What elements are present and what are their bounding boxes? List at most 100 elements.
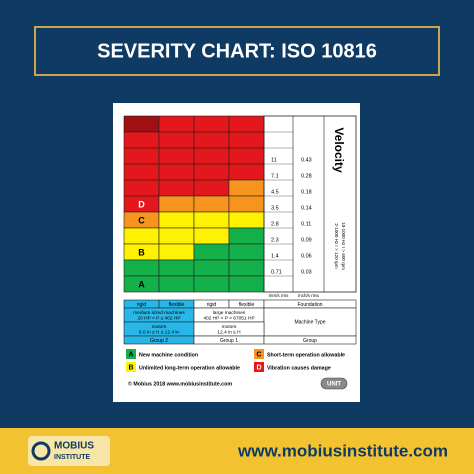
zone-cell	[193, 243, 230, 261]
in-s-value: 0.06	[301, 253, 312, 259]
zone-cell	[158, 243, 195, 261]
group-cell	[263, 335, 357, 345]
zone-cell	[228, 147, 265, 165]
zone-letter: B	[138, 247, 145, 257]
zone-cell	[158, 179, 195, 197]
legend-text: New machine condition	[139, 352, 198, 358]
mm-s-value: 2.8	[271, 221, 279, 227]
mm-s-value: 0.71	[271, 269, 282, 275]
foundation-label: rigid	[207, 302, 217, 308]
zone-cell	[123, 227, 160, 245]
legend-text: Vibration causes damage	[267, 365, 331, 371]
foundation-label: rigid	[137, 302, 147, 308]
zone-cell	[158, 163, 195, 181]
unit-label: inch/s rms	[298, 293, 319, 298]
legend-text: Unlimited long-term operation allowable	[139, 365, 240, 371]
copyright: © Mobius 2018 www.mobiusinstitute.com	[128, 380, 232, 387]
zone-cell	[158, 259, 195, 277]
zone-cell	[158, 227, 195, 245]
unit-label: mm/s rms	[269, 293, 289, 298]
zone-cell	[228, 275, 265, 293]
zone-cell	[228, 243, 265, 261]
unit-button-label[interactable]: UNIT	[327, 382, 341, 388]
zone-cell	[228, 227, 265, 245]
foundation-label: flexible	[169, 302, 185, 308]
zone-cell	[228, 211, 265, 229]
zone-cell	[158, 147, 195, 165]
zone-cell	[228, 195, 265, 213]
title: SEVERITY CHART: ISO 10816	[97, 40, 377, 62]
machine_type-text: 20 HP < P ≤ 402 HP	[137, 315, 180, 321]
zone-letter: D	[138, 199, 145, 209]
legend-letter: B	[128, 364, 133, 371]
frequency-note: 2-1000 Hz r > 120 rpm	[334, 223, 339, 268]
zone-cell	[158, 131, 195, 149]
zone-cell	[228, 259, 265, 277]
mm-s-value: 7.1	[271, 173, 279, 179]
legend-swatch	[126, 349, 136, 359]
zone-cell	[193, 195, 230, 213]
velocity-heading: Velocity	[332, 127, 346, 173]
zone-cell	[158, 275, 195, 293]
motors-text: motors	[152, 324, 167, 330]
machine_type-text: 402 HP < P < 67051 HP	[203, 315, 254, 321]
motors-text: 12.4 in ≤ H	[217, 329, 241, 335]
in-s-value: 0.43	[301, 157, 312, 163]
legend-letter: D	[256, 364, 261, 371]
zone-cell	[228, 115, 265, 133]
logo-box	[28, 436, 110, 466]
in-s-value: 0.14	[301, 205, 312, 211]
zone-cell	[193, 211, 230, 229]
zone-cell	[123, 179, 160, 197]
zone-cell	[158, 115, 195, 133]
zone-cell	[123, 259, 160, 277]
logo-text: INSTITUTE	[54, 454, 90, 461]
in-s-value: 0.03	[301, 269, 312, 275]
title-frame	[34, 26, 440, 76]
zone-cell	[123, 163, 160, 181]
zone-cell	[193, 131, 230, 149]
zone-cell	[193, 115, 230, 133]
group-label: Group 1	[220, 338, 238, 344]
zone-letter: C	[138, 215, 145, 225]
zone-cell	[193, 275, 230, 293]
legend-text: Short-term operation allowable	[267, 352, 345, 358]
logo-text: MOBIUS	[54, 441, 94, 452]
mm-s-value: 3.5	[271, 205, 279, 211]
legend-letter: C	[256, 351, 261, 358]
zone-cell	[228, 131, 265, 149]
zone-cell	[193, 259, 230, 277]
logo-icon	[31, 441, 51, 461]
legend-swatch	[254, 349, 264, 359]
in-s-value: 0.11	[301, 221, 311, 227]
in-s-value: 0.09	[301, 237, 312, 243]
zone-cell	[193, 147, 230, 165]
group-label: Group 2	[150, 338, 168, 344]
zone-cell	[228, 179, 265, 197]
foundation-heading: Foundation	[297, 302, 322, 308]
mm-s-value: 11	[271, 157, 277, 163]
zone-cell	[158, 211, 195, 229]
motors-text: 6.0 in ≤ H ≤ 12.4 in	[139, 329, 180, 335]
motors-text: motors	[222, 324, 237, 330]
zone-cell	[123, 147, 160, 165]
machine-type-heading: Machine Type	[294, 319, 325, 325]
machine_type-text: large machines	[213, 310, 246, 316]
zone-cell	[193, 163, 230, 181]
footer-url[interactable]: www.mobiusinstitute.com	[237, 441, 448, 460]
mm-s-value: 2.3	[271, 237, 279, 243]
unit-button[interactable]	[320, 377, 348, 390]
legend-letter: A	[128, 351, 133, 358]
frequency-note: 10-1000 Hz r > 600 rpm	[341, 222, 346, 270]
mm-s-value: 4.5	[271, 189, 279, 195]
zone-cell	[123, 131, 160, 149]
zone-cell	[193, 227, 230, 245]
machine_type-text: medium sized machines	[133, 310, 185, 316]
legend-swatch	[254, 362, 264, 372]
legend-swatch	[126, 362, 136, 372]
zone-cell	[228, 163, 265, 181]
zone-cell	[193, 179, 230, 197]
group-heading: Group	[303, 338, 317, 344]
